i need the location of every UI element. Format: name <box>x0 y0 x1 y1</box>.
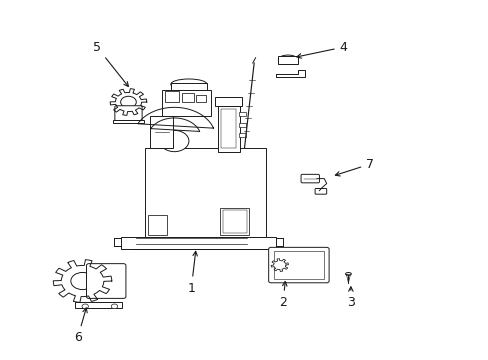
FancyBboxPatch shape <box>196 95 205 102</box>
FancyBboxPatch shape <box>301 174 319 183</box>
FancyBboxPatch shape <box>147 215 167 235</box>
FancyBboxPatch shape <box>238 112 245 116</box>
FancyBboxPatch shape <box>145 148 265 237</box>
FancyBboxPatch shape <box>238 123 245 127</box>
FancyBboxPatch shape <box>162 90 210 116</box>
FancyBboxPatch shape <box>164 91 179 102</box>
FancyBboxPatch shape <box>86 264 125 298</box>
FancyBboxPatch shape <box>314 189 326 194</box>
FancyBboxPatch shape <box>223 210 246 233</box>
FancyBboxPatch shape <box>220 208 249 235</box>
Circle shape <box>160 130 188 152</box>
Polygon shape <box>270 259 288 271</box>
Text: 5: 5 <box>93 41 128 86</box>
FancyBboxPatch shape <box>150 116 173 148</box>
FancyBboxPatch shape <box>273 251 324 279</box>
Circle shape <box>82 304 88 309</box>
Text: 2: 2 <box>279 282 286 309</box>
Ellipse shape <box>345 273 350 275</box>
Text: 3: 3 <box>346 287 354 309</box>
FancyBboxPatch shape <box>278 56 297 64</box>
FancyBboxPatch shape <box>218 105 239 152</box>
FancyBboxPatch shape <box>171 82 207 90</box>
Polygon shape <box>110 89 146 115</box>
FancyBboxPatch shape <box>121 237 275 249</box>
Text: 7: 7 <box>335 158 373 176</box>
Text: 1: 1 <box>187 251 197 294</box>
Text: 6: 6 <box>74 308 87 344</box>
FancyBboxPatch shape <box>238 133 245 138</box>
FancyBboxPatch shape <box>113 120 144 123</box>
Circle shape <box>111 304 118 309</box>
FancyBboxPatch shape <box>115 106 142 121</box>
Ellipse shape <box>170 79 206 90</box>
FancyBboxPatch shape <box>215 98 242 106</box>
Circle shape <box>121 96 136 108</box>
Text: 4: 4 <box>296 41 347 58</box>
Polygon shape <box>138 107 213 131</box>
FancyBboxPatch shape <box>221 109 236 148</box>
Circle shape <box>71 273 94 289</box>
FancyBboxPatch shape <box>268 247 328 283</box>
Polygon shape <box>53 260 112 302</box>
FancyBboxPatch shape <box>74 302 122 308</box>
FancyBboxPatch shape <box>181 93 193 102</box>
Polygon shape <box>275 70 305 77</box>
Ellipse shape <box>278 55 297 64</box>
